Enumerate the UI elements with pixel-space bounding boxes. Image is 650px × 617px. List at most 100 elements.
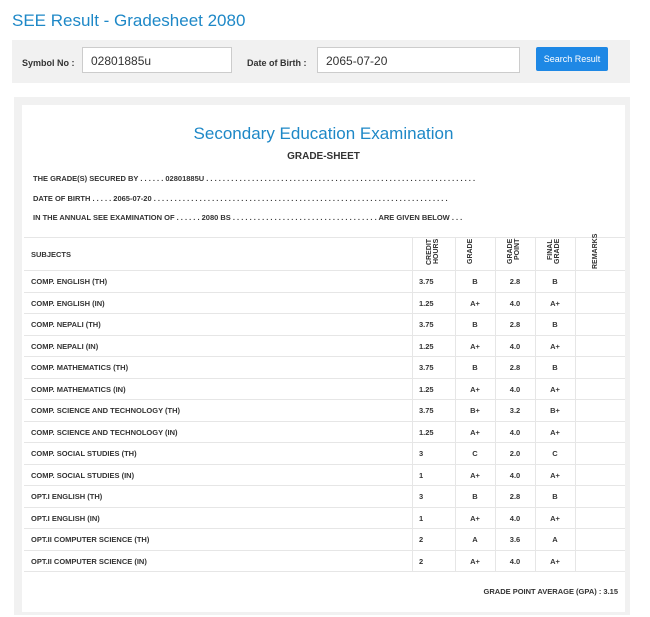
grade-cell: C [552, 449, 558, 458]
subject: OPT.I ENGLISH (IN) [31, 513, 100, 523]
grade-cell: 1 [419, 470, 424, 480]
grade-cell: A+ [550, 470, 560, 480]
subject: COMP. SOCIAL STUDIES (IN) [31, 470, 135, 480]
subject: OPT.I ENGLISH (TH) [31, 492, 103, 501]
grade-cell: A+ [470, 556, 480, 566]
grade-cell: A+ [550, 341, 560, 351]
column-header: FINAL GRADE [547, 239, 561, 265]
row-line [24, 313, 625, 314]
grade-cell: 3 [419, 449, 424, 458]
sheet-subheading: GRADE-SHEET [287, 151, 360, 162]
grade-cell: 3.6 [509, 535, 521, 544]
row-line [24, 463, 625, 465]
grade-cell: B [552, 363, 558, 372]
row-line [24, 377, 625, 379]
column-line [412, 237, 413, 571]
subject: OPT.II COMPUTER SCIENCE (TH) [31, 535, 150, 544]
grade-cell: B [472, 320, 478, 329]
symbol-input[interactable]: 02801885u [82, 47, 232, 73]
column-header: CREDIT HOURS [425, 239, 440, 266]
grade-cell: 4.0 [509, 556, 521, 566]
grade-cell: A+ [550, 298, 560, 308]
row-line [24, 237, 625, 238]
row-line [24, 399, 625, 400]
grade-cell: B+ [470, 406, 480, 415]
grade-cell: B [552, 277, 558, 286]
grade-cell: B+ [550, 406, 560, 415]
search-button[interactable]: Search Result [536, 47, 608, 71]
row-line [24, 334, 625, 336]
symbol-label: Symbol No : [22, 58, 75, 68]
grade-cell: 1.25 [419, 298, 434, 308]
row-line [24, 485, 625, 486]
subject: COMP. MATHEMATICS (TH) [31, 363, 129, 372]
sheet-line: IN THE ANNUAL SEE EXAMINATION OF . . . .… [33, 213, 463, 222]
row-line [24, 420, 625, 422]
grade-cell: A+ [470, 384, 480, 394]
sheet-line: DATE OF BIRTH . . . . . 2065-07-20 . . .… [33, 194, 448, 203]
row-line [24, 571, 625, 572]
grade-cell: 1.25 [419, 384, 434, 394]
grade-cell: 2.0 [509, 449, 521, 458]
grade-cell: 4.0 [509, 427, 521, 437]
grade-cell: 3.75 [419, 363, 434, 372]
grade-cell: 4.0 [509, 470, 521, 480]
grade-cell: A+ [550, 384, 560, 394]
subject: COMP. SCIENCE AND TECHNOLOGY (IN) [31, 427, 178, 437]
column-line [575, 237, 576, 571]
subject: OPT.II COMPUTER SCIENCE (IN) [31, 556, 147, 566]
grade-cell: 3 [419, 492, 424, 501]
grade-cell: A+ [470, 341, 480, 351]
sheet-line: THE GRADE(S) SECURED BY . . . . . . 0280… [33, 174, 476, 183]
grade-cell: 2 [419, 556, 424, 566]
grade-cell: B [472, 363, 478, 372]
row-line [24, 528, 625, 529]
column-header: GRADE [467, 239, 474, 265]
grade-cell: A+ [470, 298, 480, 308]
grade-cell: C [472, 449, 478, 458]
grade-cell: 3.75 [419, 277, 434, 286]
grade-cell: 1.25 [419, 341, 434, 351]
column-header: REMARKS [592, 233, 599, 269]
grade-cell: 2.8 [509, 320, 521, 329]
row-line [24, 270, 625, 271]
grade-cell: 4.0 [509, 513, 521, 523]
subject: COMP. SCIENCE AND TECHNOLOGY (TH) [31, 406, 181, 415]
row-line [24, 356, 625, 357]
dob-input[interactable]: 2065-07-20 [317, 47, 520, 73]
gpa: GRADE POINT AVERAGE (GPA) : 3.15 [483, 587, 618, 596]
subject: COMP. MATHEMATICS (IN) [31, 384, 126, 394]
grade-cell: B [552, 492, 558, 501]
grade-cell: A+ [550, 556, 560, 566]
column-header: SUBJECTS [31, 250, 72, 259]
grade-cell: B [472, 492, 478, 501]
grade-cell: A+ [470, 470, 480, 480]
grade-cell: A+ [550, 427, 560, 437]
grade-cell: 4.0 [509, 298, 521, 308]
grade-cell: 4.0 [509, 384, 521, 394]
grade-cell: 1 [419, 513, 424, 523]
grade-cell: 3.2 [509, 406, 521, 415]
subject: COMP. NEPALI (IN) [31, 341, 99, 351]
subject: COMP. ENGLISH (IN) [31, 298, 105, 308]
column-line [495, 237, 496, 571]
grade-cell: 2.8 [509, 277, 521, 286]
grade-cell: B [472, 277, 478, 286]
subject: COMP. NEPALI (TH) [31, 320, 101, 329]
row-line [24, 291, 625, 293]
grade-cell: B [552, 320, 558, 329]
grade-cell: A+ [550, 513, 560, 523]
page-title: SEE Result - Gradesheet 2080 [12, 11, 246, 30]
grade-cell: 3.75 [419, 406, 434, 415]
gradesheet [22, 105, 625, 612]
subject: COMP. ENGLISH (TH) [31, 277, 108, 286]
subject: COMP. SOCIAL STUDIES (TH) [31, 449, 137, 458]
grade-cell: 2.8 [509, 363, 521, 372]
grade-cell: 1.25 [419, 427, 434, 437]
grade-cell: A [472, 535, 478, 544]
grade-cell: 4.0 [509, 341, 521, 351]
grade-cell: 2.8 [509, 492, 521, 501]
dob-label: Date of Birth : [247, 58, 307, 68]
column-line [455, 237, 456, 571]
